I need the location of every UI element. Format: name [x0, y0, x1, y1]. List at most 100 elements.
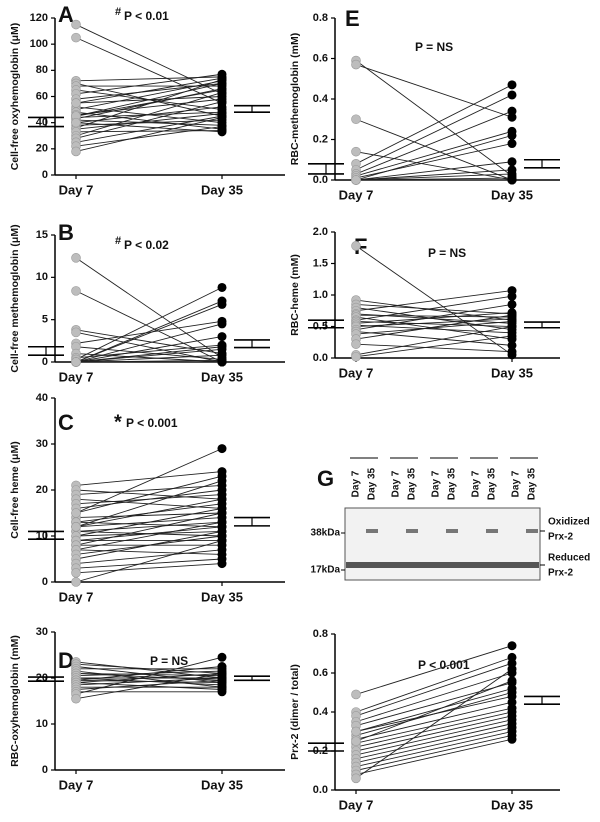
- pair-line: [355, 711, 513, 748]
- annotation: P = NS: [428, 246, 466, 260]
- pair-line: [75, 92, 223, 137]
- pair-line: [75, 348, 223, 363]
- pair-line: [355, 731, 513, 768]
- pair-line: [355, 672, 513, 723]
- pair-line: [75, 115, 223, 143]
- point-day35: [507, 676, 517, 686]
- annotation-mark: #: [115, 235, 121, 247]
- point-day35: [217, 494, 227, 504]
- pair-line: [355, 290, 513, 312]
- y-tick-label: 5: [42, 314, 48, 326]
- blot: Day 7 Day 35 Day 7 Day 35 Day 7 Day 35 Day 7 Da…: [311, 457, 590, 581]
- point-day35: [507, 340, 517, 350]
- pair-line: [75, 489, 223, 509]
- panel-letter: G: [317, 466, 334, 491]
- point-day35: [507, 130, 517, 140]
- pair-line: [75, 82, 223, 117]
- pair-line: [355, 701, 513, 740]
- band-label: Oxidized: [548, 517, 590, 528]
- pair-line: [355, 321, 513, 335]
- blot-membrane: [344, 507, 541, 581]
- point-day35: [217, 112, 227, 122]
- pair-line: [75, 484, 223, 496]
- y-tick-label: 0.8: [313, 12, 328, 24]
- marker-label: 38kDa: [311, 528, 341, 539]
- point-day7: [71, 577, 81, 587]
- point-day7: [71, 508, 81, 518]
- pair-line: [355, 727, 513, 764]
- point-day35: [507, 331, 517, 341]
- pair-line: [355, 304, 513, 331]
- reduced-band: [346, 562, 539, 568]
- x-tick-label: Day 35: [201, 369, 243, 384]
- point-day7: [351, 241, 361, 251]
- pair-line: [355, 662, 513, 717]
- panel: 0.0 0.2 0.4 0.6 0.8 Day 7 Day 35 RBC-methemoglo…: [289, 6, 560, 202]
- pair-line: [75, 336, 223, 363]
- y-tick-label: 0.0: [313, 174, 328, 186]
- y-axis-label: RBC-heme (mM): [289, 254, 301, 336]
- point-day7: [71, 32, 81, 43]
- lane-label: Day 35: [447, 467, 458, 500]
- x-tick-label: Day 7: [59, 182, 94, 197]
- marker-label: 17kDa: [311, 565, 341, 576]
- lane-label: Day 35: [527, 467, 538, 500]
- point-day35: [217, 545, 227, 555]
- pair-line: [355, 295, 513, 321]
- pair-line: [355, 738, 513, 775]
- panel-letter: D: [58, 648, 74, 673]
- y-tick-label: 30: [36, 626, 48, 638]
- pair-line: [75, 498, 223, 528]
- point-day35: [217, 319, 227, 329]
- pair-line: [355, 118, 513, 181]
- pair-line: [75, 320, 223, 344]
- point-day35: [217, 88, 227, 98]
- pair-line: [355, 326, 513, 356]
- point-day35: [217, 559, 227, 569]
- pair-line: [75, 24, 223, 95]
- point-day7: [71, 19, 81, 30]
- y-axis-label: Cell-free heme (μM): [9, 441, 21, 538]
- point-day7: [351, 175, 361, 185]
- oxidized-band: [406, 529, 418, 533]
- point-day35: [507, 664, 517, 674]
- lane-label: Day 7: [351, 470, 362, 497]
- pair-line: [355, 645, 513, 695]
- pair-line: [75, 471, 223, 486]
- point-day7: [351, 736, 361, 747]
- y-tick-label: 0.8: [313, 628, 328, 640]
- lane-label: Day 35: [367, 467, 378, 500]
- point-day35: [507, 322, 517, 331]
- pair-line: [75, 300, 223, 363]
- y-tick-label: 60: [36, 90, 48, 102]
- pair-line: [355, 130, 513, 177]
- point-day35: [507, 157, 517, 167]
- pair-line: [75, 558, 223, 569]
- pair-line: [75, 116, 223, 152]
- point-day35: [217, 508, 227, 518]
- y-axis-label: RBC-methemoglobin (mM): [289, 33, 301, 165]
- pair-line: [75, 530, 223, 560]
- pair-line: [75, 73, 223, 95]
- point-day7: [71, 357, 81, 367]
- pair-line: [75, 521, 223, 532]
- pair-line: [75, 512, 223, 546]
- y-tick-label: 100: [30, 38, 48, 50]
- point-day35: [217, 668, 227, 678]
- pair-line: [75, 101, 223, 139]
- oxidized-band: [446, 529, 458, 533]
- y-tick-label: 0.6: [313, 667, 328, 679]
- point-day35: [217, 662, 227, 671]
- point-day35: [507, 90, 517, 100]
- pair-line: [355, 668, 513, 779]
- y-tick-label: 1.0: [313, 289, 328, 301]
- point-day7: [71, 146, 81, 157]
- y-tick-label: 0.0: [313, 352, 328, 364]
- pair-line: [75, 526, 223, 542]
- point-day7: [71, 567, 81, 578]
- pair-line: [75, 287, 223, 360]
